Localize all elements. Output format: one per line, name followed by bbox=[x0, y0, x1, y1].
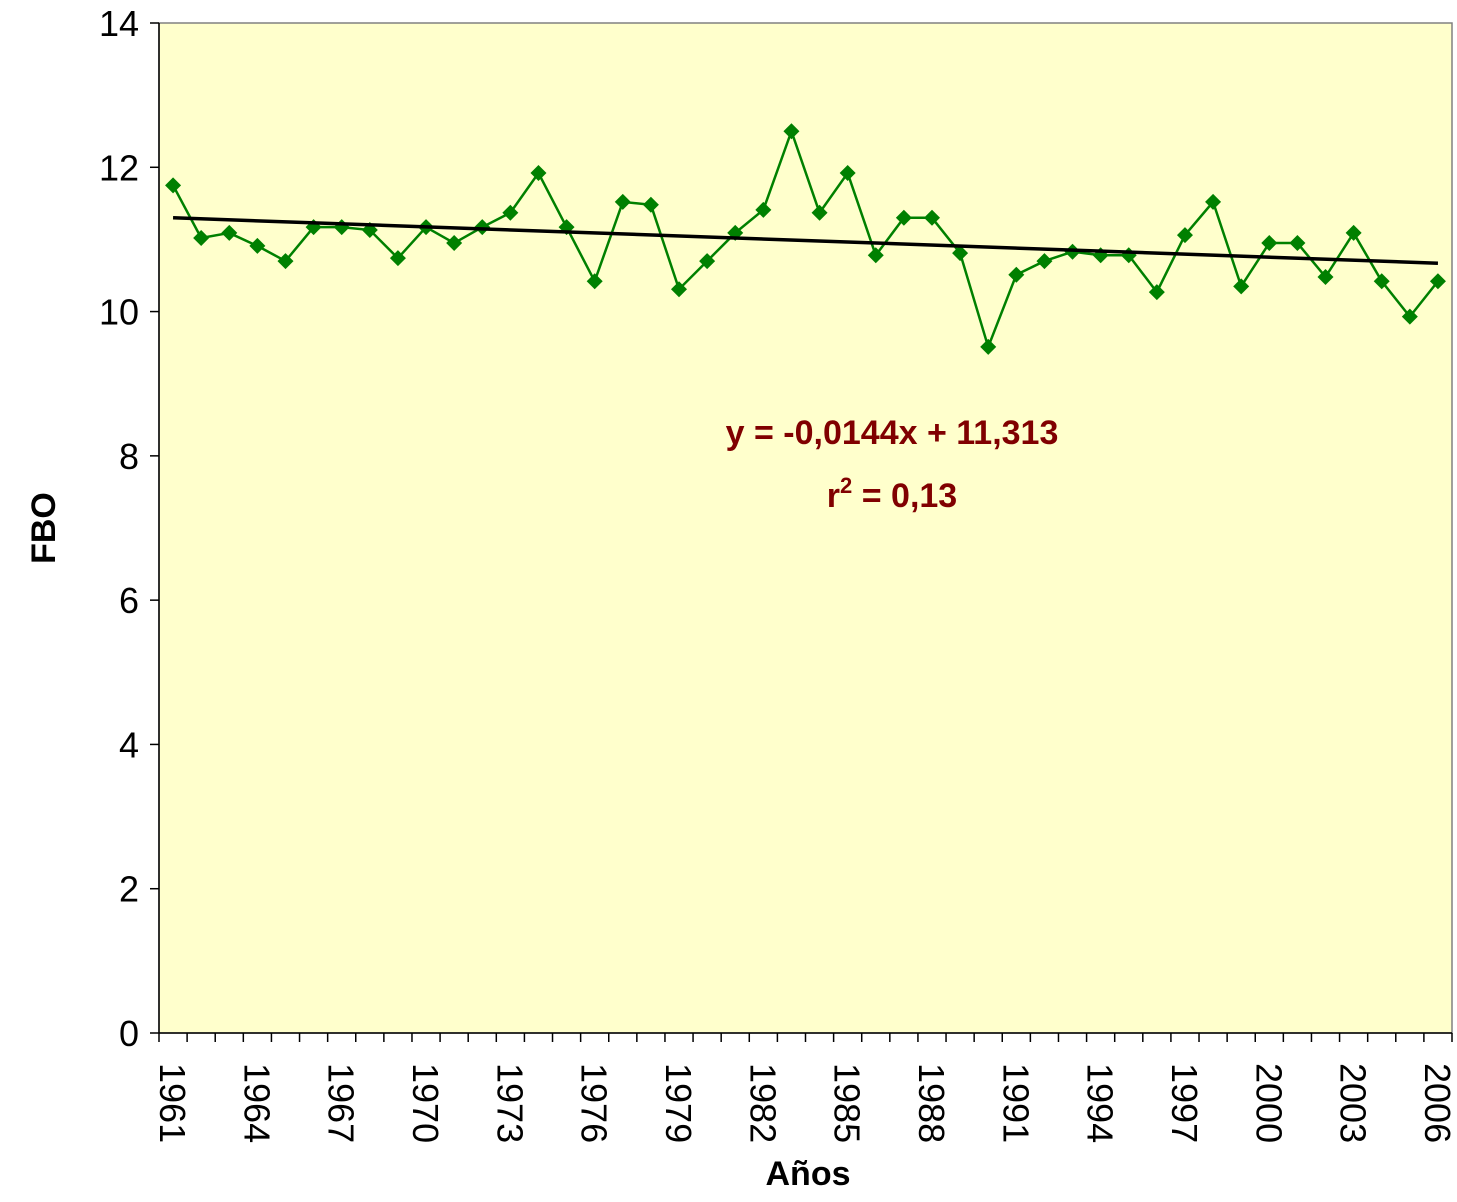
data-point bbox=[1036, 253, 1053, 270]
data-point bbox=[165, 177, 182, 194]
data-point bbox=[1317, 268, 1334, 285]
data-point bbox=[839, 165, 856, 182]
y-axis-title: FBO bbox=[25, 492, 63, 564]
data-line bbox=[171, 127, 1439, 351]
y-tick-label: 14 bbox=[99, 3, 139, 44]
data-point bbox=[783, 123, 800, 140]
x-tick-label: 1985 bbox=[827, 1063, 868, 1143]
data-point bbox=[249, 237, 266, 254]
x-axis-title: Años bbox=[766, 1155, 851, 1193]
x-tick-label: 1961 bbox=[152, 1063, 193, 1143]
r-squared-sup: 2 bbox=[840, 473, 852, 498]
data-point bbox=[895, 209, 912, 226]
data-point bbox=[389, 250, 406, 267]
r-squared: r2 = 0,13 bbox=[827, 473, 957, 515]
data-point bbox=[1261, 235, 1278, 252]
data-point bbox=[1176, 227, 1193, 244]
data-point bbox=[699, 253, 716, 270]
x-tick-label: 1964 bbox=[236, 1063, 277, 1143]
x-tick-label: 1991 bbox=[995, 1063, 1036, 1143]
y-tick-label: 10 bbox=[99, 292, 139, 333]
plot: 0 2 4 6 8 10 12 14 1961 1964 1967 1970 1973 1976 1979 1… bbox=[99, 3, 1457, 1143]
x-tick-label: 1976 bbox=[574, 1063, 615, 1143]
data-point bbox=[1429, 273, 1446, 290]
data-point bbox=[277, 253, 294, 270]
data-point bbox=[1148, 284, 1165, 301]
data-point bbox=[811, 204, 828, 221]
data-point bbox=[586, 273, 603, 290]
data-point bbox=[530, 165, 547, 182]
x-tick-label: 1973 bbox=[489, 1063, 530, 1143]
x-tick-label: 1994 bbox=[1080, 1063, 1121, 1143]
y-tick-label: 2 bbox=[119, 869, 139, 910]
data-point bbox=[193, 229, 210, 246]
x-tick-label: 2006 bbox=[1417, 1063, 1457, 1143]
x-tick-label: 1997 bbox=[1164, 1063, 1205, 1143]
data-point bbox=[221, 224, 238, 241]
data-point bbox=[1233, 278, 1250, 295]
y-tick-label: 4 bbox=[119, 724, 139, 765]
x-tick-label: 2003 bbox=[1333, 1063, 1374, 1143]
data-point bbox=[614, 193, 631, 210]
y-tick-label: 6 bbox=[119, 580, 139, 621]
x-tick-label: 1979 bbox=[658, 1063, 699, 1143]
y-tick-label: 12 bbox=[99, 147, 139, 188]
r-squared-rest: = 0,13 bbox=[852, 477, 957, 515]
data-point bbox=[867, 247, 884, 264]
x-tick-label: 2000 bbox=[1248, 1063, 1289, 1143]
data-point bbox=[1205, 193, 1222, 210]
data-point bbox=[1401, 308, 1418, 325]
data-point bbox=[1373, 273, 1390, 290]
data-point bbox=[502, 204, 519, 221]
data-point bbox=[952, 245, 969, 262]
trend-equation: y = -0,0144x + 11,313 bbox=[726, 414, 1059, 452]
data-point bbox=[1345, 224, 1362, 241]
x-tick-label: 1970 bbox=[405, 1063, 446, 1143]
x-tick-label: 1988 bbox=[911, 1063, 952, 1143]
x-tick-label: 1967 bbox=[321, 1063, 362, 1143]
data-point bbox=[671, 281, 688, 298]
data-point bbox=[1008, 266, 1025, 283]
trend-line bbox=[172, 216, 1439, 265]
r-squared-base: r bbox=[827, 477, 840, 515]
y-tick-label: 8 bbox=[119, 436, 139, 477]
y-tick-label: 0 bbox=[119, 1013, 139, 1054]
x-tick-label: 1982 bbox=[742, 1063, 783, 1143]
data-point bbox=[755, 201, 772, 218]
plot-area bbox=[158, 22, 1453, 1034]
data-point bbox=[642, 196, 659, 213]
data-point bbox=[923, 209, 940, 226]
data-point bbox=[1289, 235, 1306, 252]
data-point bbox=[446, 235, 463, 252]
data-point bbox=[980, 338, 997, 355]
